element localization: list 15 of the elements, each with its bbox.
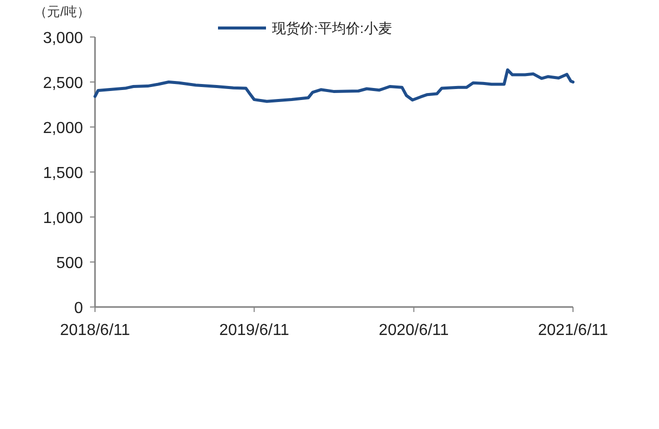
y-tick-label: 1,000 (42, 210, 84, 227)
y-tick-label: 2,000 (42, 120, 84, 137)
y-tick-label: 500 (56, 255, 84, 272)
line-series (94, 68, 574, 103)
y-tick-label: 1,500 (42, 165, 84, 182)
x-tick-label: 2021/6/11 (538, 322, 608, 339)
y-tick-label: 2,500 (42, 75, 84, 92)
x-tick-label: 2019/6/11 (219, 322, 290, 339)
y-tick-label: 3,000 (42, 30, 84, 47)
y-axis-title: （元/吨） (34, 4, 90, 19)
y-tick-label: 0 (74, 300, 84, 317)
legend-label: 现货价:平均价:小麦 (272, 20, 392, 36)
x-tick-label: 2018/6/11 (60, 322, 130, 339)
legend: 现货价:平均价:小麦 (218, 20, 392, 36)
x-tick-label: 2020/6/11 (378, 322, 449, 339)
